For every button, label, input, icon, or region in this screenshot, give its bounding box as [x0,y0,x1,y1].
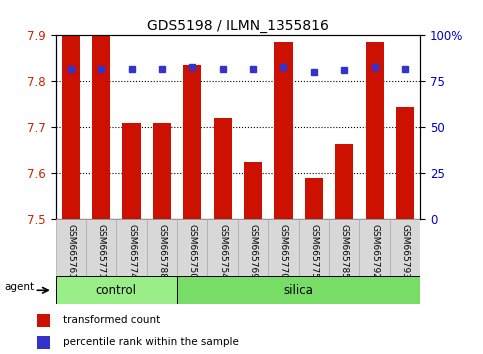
Bar [268,219,298,276]
Bar [56,219,86,276]
Bar [396,107,414,219]
Text: control: control [96,284,137,297]
Bar [56,276,177,304]
Bar [37,336,50,349]
Text: GSM665754: GSM665754 [218,224,227,279]
Title: GDS5198 / ILMN_1355816: GDS5198 / ILMN_1355816 [147,19,329,33]
Text: agent: agent [4,282,35,292]
Text: GSM665761: GSM665761 [66,224,75,279]
Text: GSM665771: GSM665771 [97,224,106,279]
Text: transformed count: transformed count [63,315,160,325]
Bar [153,123,171,219]
Bar [183,65,201,219]
Text: GSM665788: GSM665788 [157,224,167,279]
Text: GSM665785: GSM665785 [340,224,349,279]
Bar [335,143,354,219]
Bar [92,35,110,219]
Bar [359,219,390,276]
Text: GSM665770: GSM665770 [279,224,288,279]
Bar [208,219,238,276]
Bar [238,219,268,276]
Bar [366,42,384,219]
Bar [298,219,329,276]
Text: GSM665774: GSM665774 [127,224,136,279]
Bar [37,314,50,327]
Bar [213,118,232,219]
Bar [62,35,80,219]
Text: GSM665775: GSM665775 [309,224,318,279]
Bar [177,219,208,276]
Text: GSM665793: GSM665793 [400,224,410,279]
Bar [116,219,147,276]
Bar [390,219,420,276]
Bar [244,162,262,219]
Bar [274,42,293,219]
Bar [147,219,177,276]
Bar [329,219,359,276]
Bar [305,178,323,219]
Text: silica: silica [284,284,313,297]
Bar [122,123,141,219]
Text: percentile rank within the sample: percentile rank within the sample [63,337,239,348]
Text: GSM665769: GSM665769 [249,224,257,279]
Bar [86,219,116,276]
Text: GSM665792: GSM665792 [370,224,379,279]
Text: GSM665750: GSM665750 [188,224,197,279]
Bar [177,276,420,304]
